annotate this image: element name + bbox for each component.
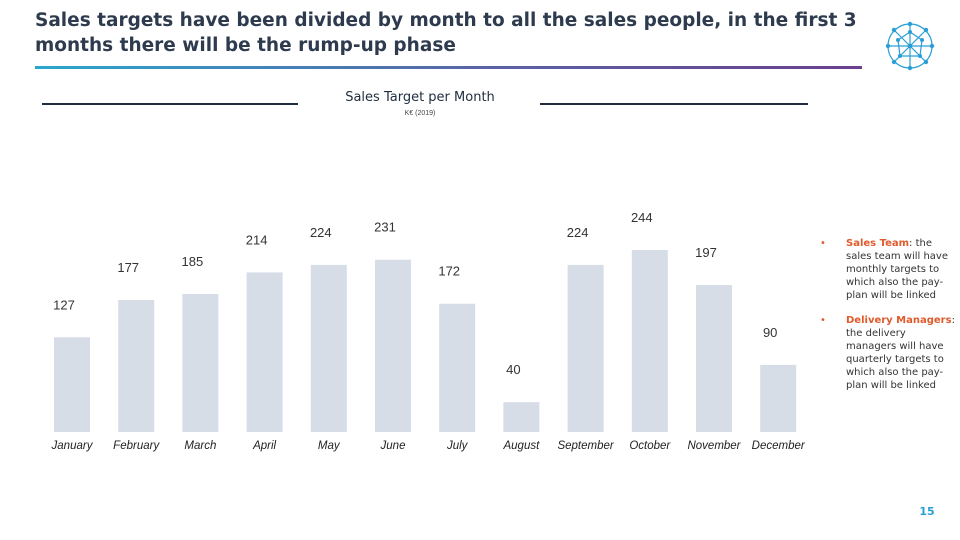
page-title: Sales targets have been divided by month… — [35, 10, 857, 56]
data-label: 197 — [695, 245, 717, 260]
note-delivery-managers: • Delivery Managers: the delivery manage… — [820, 314, 955, 392]
note-key: Delivery Managers — [846, 315, 952, 326]
page-number: 15 — [919, 505, 935, 518]
x-tick-label: November — [687, 440, 741, 452]
data-label: 177 — [117, 260, 139, 275]
bar-july — [439, 303, 476, 432]
data-label: 231 — [374, 220, 396, 235]
bar-august — [503, 402, 540, 432]
chart-title-right-line — [540, 103, 808, 105]
bar-march — [182, 294, 219, 432]
data-label: 214 — [246, 232, 268, 247]
bullet-icon: • — [820, 238, 826, 249]
data-label: 185 — [182, 254, 204, 269]
bar-september — [567, 264, 604, 432]
data-label: 224 — [567, 225, 589, 240]
data-label: 40 — [506, 362, 520, 377]
x-tick-label: February — [113, 440, 160, 452]
note-text: : the delivery managers will have quarte… — [846, 315, 955, 391]
data-label: 244 — [631, 210, 653, 225]
chart-title-left-line — [42, 103, 298, 105]
note-text: : the sales team will have monthly targe… — [846, 238, 949, 301]
bar-june — [375, 259, 411, 432]
x-tick-label: August — [502, 440, 540, 452]
x-tick-label: March — [184, 440, 216, 452]
bar-november — [696, 285, 732, 432]
bullet-icon: • — [820, 315, 826, 326]
x-tick-label: January — [51, 440, 94, 452]
x-tick-label: December — [752, 440, 806, 452]
x-tick-label: September — [557, 440, 614, 452]
bar-chart: 127 January 177 February 185 March 214 April 224… — [51, 210, 806, 452]
data-label: 127 — [53, 297, 75, 312]
x-tick-label: May — [318, 440, 341, 452]
bar-may — [310, 264, 347, 432]
title-underline — [35, 66, 862, 69]
chart-title: Sales Target per Month — [345, 90, 495, 105]
network-globe-icon — [885, 21, 935, 71]
bar-february — [118, 299, 155, 432]
chart-subtitle: K€ (2019) — [404, 110, 436, 117]
x-tick-label: April — [252, 440, 276, 452]
bar-january — [54, 337, 90, 432]
bar-october — [631, 250, 668, 432]
x-tick-label: June — [380, 440, 406, 452]
note-key: Sales Team — [846, 238, 910, 249]
data-label: 90 — [763, 325, 777, 340]
x-tick-label: July — [446, 440, 469, 452]
x-tick-label: October — [629, 440, 671, 452]
bar-december — [760, 364, 797, 432]
note-sales-team: • Sales Team: the sales team will have m… — [820, 237, 955, 302]
data-label: 224 — [310, 225, 332, 240]
notes-list: • Sales Team: the sales team will have m… — [820, 237, 955, 404]
data-label: 172 — [438, 264, 460, 279]
bar-april — [246, 272, 283, 432]
